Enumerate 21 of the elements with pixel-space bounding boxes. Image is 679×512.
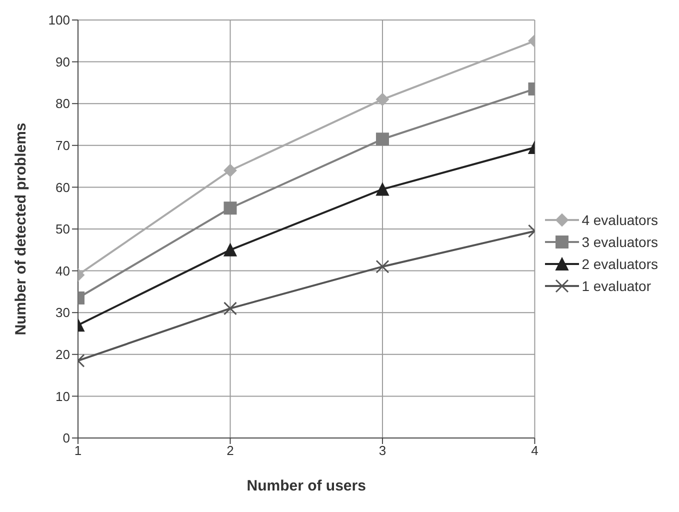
legend-label: 2 evaluators [582,256,658,272]
y-tick-label: 60 [56,180,70,195]
y-tick-label: 70 [56,138,70,154]
y-tick-label: 50 [56,222,70,237]
x-tick-label: 1 [74,443,82,458]
y-tick-label: 30 [56,305,70,320]
x-tick-label: 3 [378,443,386,458]
y-tick-label: 20 [56,347,70,362]
y-tick-label: 10 [56,388,70,404]
x-tick-label: 2 [226,443,234,458]
y-tick-label: 0 [62,430,70,446]
y-tick-label: 90 [56,54,70,70]
y-tick-label: 40 [56,263,70,278]
x-axis-title: Number of users [246,478,366,495]
legend-label: 3 evaluators [582,234,658,250]
y-axis-title: Number of detected problems [12,122,30,336]
y-tick-label: 80 [56,96,70,112]
legend-label: 1 evaluator [582,278,651,294]
x-tick-label: 4 [531,443,538,458]
y-tick-label: 100 [48,12,70,28]
legend-label: 4 evaluators [582,212,658,228]
